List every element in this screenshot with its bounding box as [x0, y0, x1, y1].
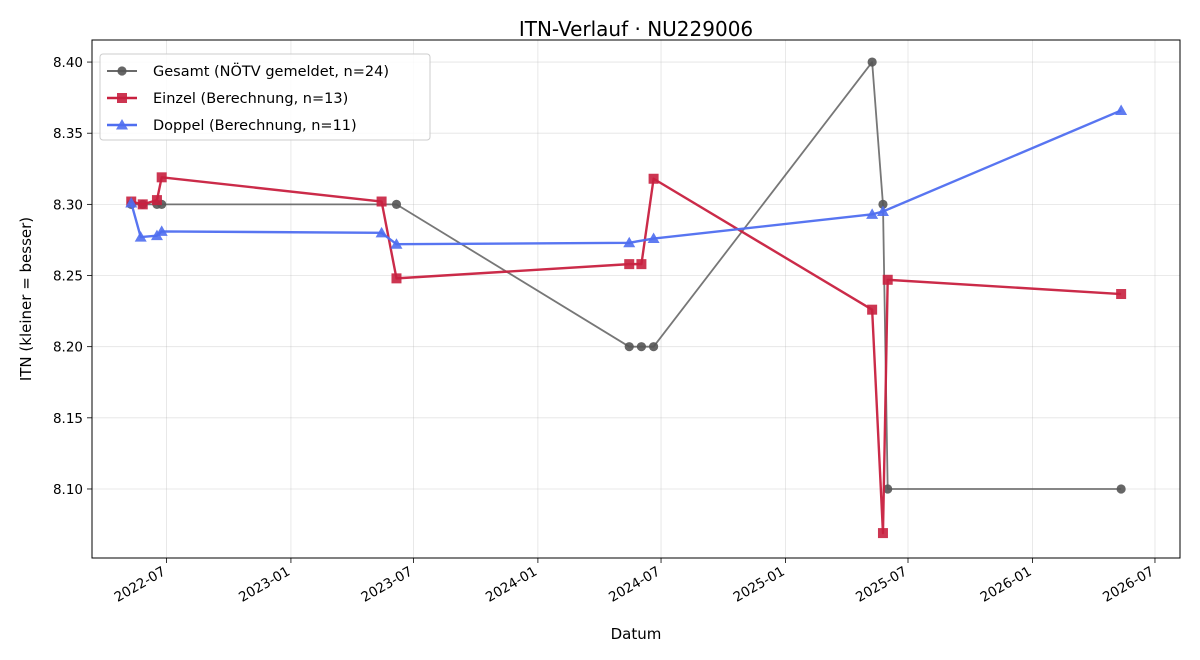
data-point-doppel: [390, 238, 403, 249]
data-point-doppel: [1115, 104, 1128, 115]
legend-label: Einzel (Berechnung, n=13): [153, 91, 348, 107]
data-point-einzel: [648, 173, 659, 184]
legend-marker: [117, 66, 127, 76]
data-point-einzel: [151, 195, 162, 206]
data-point-gesamt: [624, 342, 634, 352]
data-point-doppel: [866, 208, 879, 219]
legend-entry-doppel: Doppel (Berechnung, n=11): [107, 118, 357, 134]
y-tick-label: 8.25: [53, 269, 83, 285]
data-point-gesamt: [648, 342, 659, 352]
data-point-doppel: [876, 205, 889, 216]
data-point-gesamt: [867, 57, 877, 67]
chart-title: ITN-Verlauf · NU229006: [519, 17, 753, 41]
data-point-gesamt: [878, 199, 888, 209]
legend-box: [99, 53, 431, 141]
data-point-einzel: [1116, 289, 1127, 300]
legend-label: Gesamt (NÖTV gemeldet, n=24): [153, 62, 389, 80]
data-point-doppel: [125, 196, 138, 208]
y-tick-label: 8.40: [53, 55, 83, 71]
y-axis: 8.10 8.15 8.20 8.25 8.30 8.35 8.40: [53, 55, 92, 498]
y-tick-label: 8.30: [53, 197, 83, 213]
data-point-doppel: [155, 225, 168, 236]
data-point-einzel: [156, 172, 167, 183]
data-point-einzel: [376, 196, 387, 207]
data-point-einzel: [624, 259, 635, 270]
x-axis-label: Datum: [611, 625, 662, 643]
data-point-einzel: [877, 528, 888, 539]
data-point-doppel: [375, 226, 388, 238]
data-point-gesamt: [636, 342, 647, 352]
y-tick-label: 8.15: [53, 411, 83, 427]
y-tick-label: 8.35: [53, 126, 83, 142]
legend-entry-einzel: Einzel (Berechnung, n=13): [107, 91, 348, 107]
series-doppel: [125, 104, 1128, 249]
data-point-doppel: [134, 231, 147, 242]
data-point-einzel: [137, 199, 148, 210]
legend: Gesamt (NÖTV gemeldet, n=24) Einzel (Bere…: [99, 53, 431, 141]
y-tick-label: 8.20: [53, 340, 83, 356]
plot-frame: [91, 39, 1181, 559]
legend-label: Doppel (Berechnung, n=11): [153, 118, 357, 134]
series-layer: [125, 57, 1128, 539]
legend-marker: [117, 93, 127, 103]
data-point-doppel: [623, 236, 636, 248]
data-point-gesamt: [1116, 484, 1126, 494]
data-point-einzel: [882, 274, 893, 285]
y-axis-label: ITN (kleiner = besser): [17, 217, 35, 381]
data-point-einzel: [391, 273, 402, 284]
data-point-gesamt: [391, 199, 402, 209]
y-tick-label: 8.10: [53, 482, 83, 498]
data-point-doppel: [647, 232, 660, 244]
data-point-einzel: [867, 304, 878, 315]
data-point-einzel: [636, 259, 647, 270]
legend-marker: [116, 119, 128, 130]
data-point-gesamt: [883, 484, 893, 494]
legend-entry-gesamt: Gesamt (NÖTV gemeldet, n=24): [107, 62, 389, 80]
